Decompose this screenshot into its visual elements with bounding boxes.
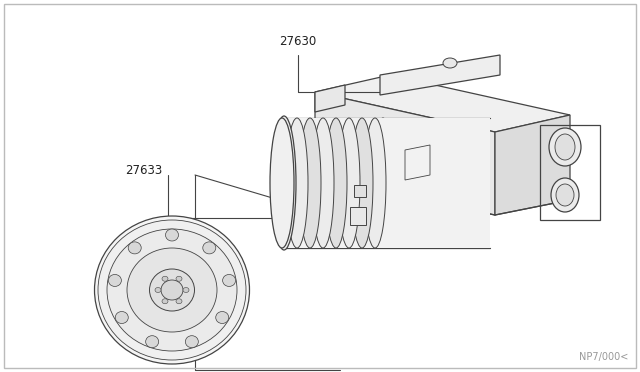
Ellipse shape [203,242,216,254]
Text: 27630: 27630 [280,35,317,48]
Polygon shape [315,85,345,112]
Ellipse shape [95,216,250,364]
Text: 27633: 27633 [125,164,162,176]
Ellipse shape [270,118,294,248]
Ellipse shape [166,229,179,241]
Ellipse shape [108,275,122,286]
Bar [354,185,366,197]
Ellipse shape [551,178,579,212]
Ellipse shape [338,118,360,248]
Ellipse shape [107,229,237,351]
Ellipse shape [161,280,183,300]
Ellipse shape [176,276,182,281]
Ellipse shape [127,248,217,332]
Ellipse shape [312,118,334,248]
Ellipse shape [443,58,457,68]
Ellipse shape [272,116,296,250]
Ellipse shape [351,118,373,248]
Ellipse shape [98,220,246,360]
Ellipse shape [128,242,141,254]
Ellipse shape [299,118,321,248]
Ellipse shape [176,299,182,304]
Ellipse shape [223,275,236,286]
Polygon shape [282,118,490,248]
Ellipse shape [216,311,228,324]
Polygon shape [315,75,570,132]
Ellipse shape [150,269,195,311]
Ellipse shape [162,276,168,281]
Ellipse shape [186,336,198,348]
Ellipse shape [146,336,159,348]
Ellipse shape [556,184,574,206]
Ellipse shape [364,118,386,248]
Ellipse shape [286,118,308,248]
Polygon shape [495,115,570,215]
Text: NP7/000<: NP7/000< [579,352,628,362]
Ellipse shape [115,311,128,324]
Ellipse shape [325,118,347,248]
Ellipse shape [549,128,581,166]
Ellipse shape [372,118,394,248]
Ellipse shape [155,288,161,292]
Bar [350,207,366,225]
Ellipse shape [555,134,575,160]
Ellipse shape [273,118,295,248]
Polygon shape [380,55,500,95]
Ellipse shape [183,288,189,292]
Polygon shape [315,92,495,215]
Ellipse shape [162,299,168,304]
